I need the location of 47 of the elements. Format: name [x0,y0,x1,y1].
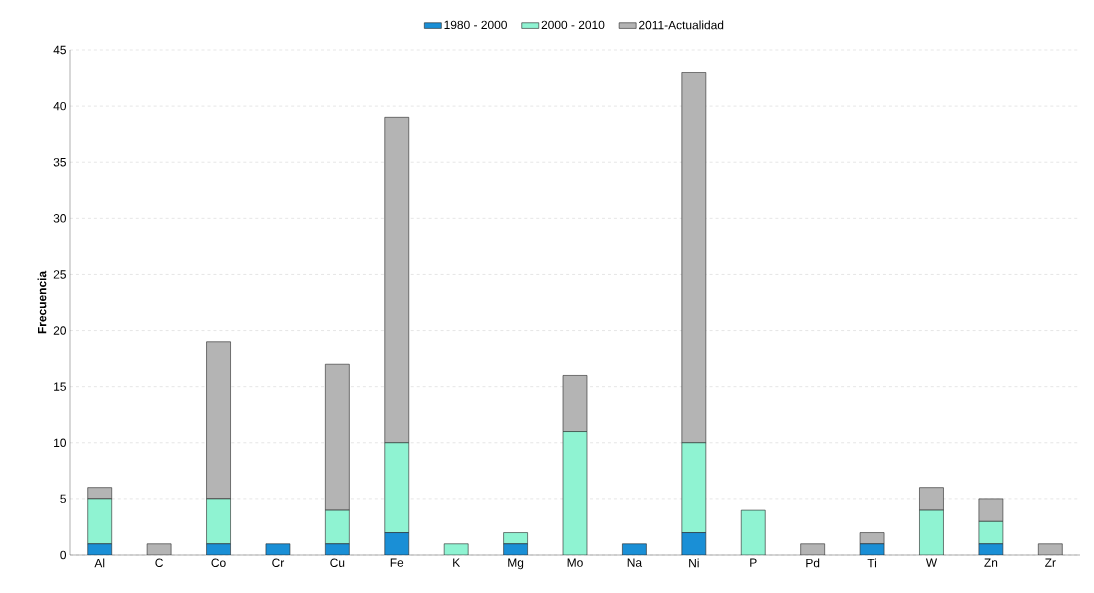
bar [919,487,944,511]
bar [562,431,588,555]
y-axis-title: Frecuencia [37,270,47,334]
bar [681,532,707,555]
x-tick-label: Cu [330,558,345,567]
y-tick-label: 25 [53,270,66,279]
y-tick-label: 10 [54,438,67,447]
x-tick-label: Al [94,558,105,568]
bar [325,363,350,511]
x-tick-label: Ni [689,558,699,568]
x-tick-label: Pd [806,558,820,568]
x-tick-label: Ti [867,558,877,568]
bar [206,498,231,545]
bar [325,509,350,545]
bar [740,509,766,555]
y-tick-label: 30 [53,214,67,223]
x-tick-label: Zr [1045,558,1056,567]
bar [384,117,410,444]
x-tick-label: W [925,558,938,567]
x-tick-label: Zn [984,558,998,567]
y-tick-label: 0 [60,550,67,560]
bar [919,509,944,555]
bar [562,375,588,432]
bar [681,72,707,444]
y-tick-label: 35 [53,157,66,167]
bar [384,532,410,555]
x-tick-label: Mg [508,558,524,570]
x-tick-label: Fe [390,558,404,567]
bar [87,498,113,545]
x-tick-label: Mo [567,558,583,567]
legend-label: 2000 - 2010 [541,20,605,30]
y-tick-label: 40 [53,101,67,111]
x-tick-label: Co [211,558,226,567]
x-tick-label: Cr [272,558,285,567]
x-tick-label: Na [627,558,643,567]
y-tick-label: 20 [53,326,67,335]
y-tick-label: 15 [54,382,66,391]
y-tick-label: 45 [53,45,66,55]
bar [681,442,707,533]
bar [384,442,410,533]
legend-label: 1980 - 2000 [444,20,507,30]
legend-label: 2011-Actualidad [639,20,724,30]
x-tick-label: P [750,558,757,567]
x-tick-label: C [155,558,163,567]
y-tick-label: 5 [60,494,66,504]
bar [206,341,231,500]
x-tick-label: K [453,558,461,567]
